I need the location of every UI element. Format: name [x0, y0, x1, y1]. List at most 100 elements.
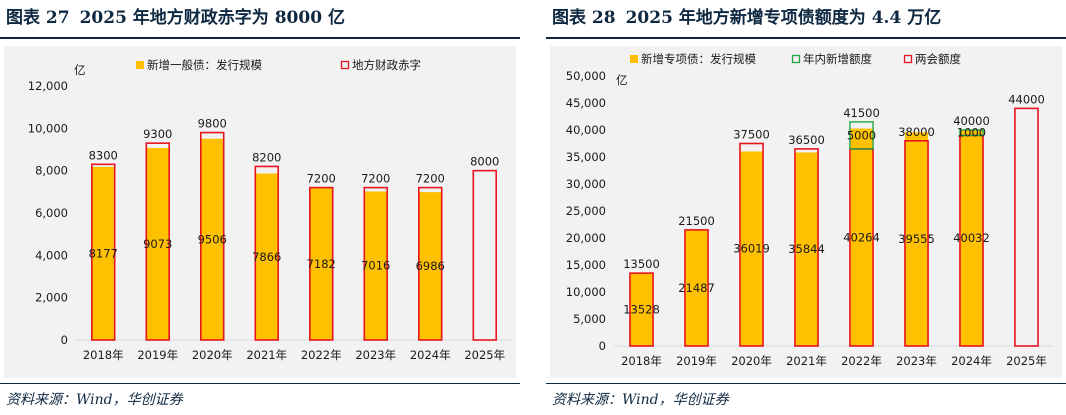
data-label-filled: 9506 — [198, 232, 227, 246]
bar-filled — [91, 166, 115, 340]
bar-outline — [418, 186, 443, 341]
y-tick-label: 15,000 — [566, 258, 606, 272]
bar-filled — [739, 151, 764, 346]
y-tick-label: 45,000 — [566, 96, 606, 110]
y-tick-label: 0 — [61, 333, 68, 347]
bar-outline — [309, 186, 334, 341]
legend-label: 地方财政赤字 — [352, 58, 421, 72]
bar-outline — [145, 142, 170, 341]
figure-label: 图表 27 — [6, 8, 70, 28]
data-label-increment: 1000 — [957, 126, 986, 140]
legend-swatch — [136, 61, 144, 69]
bar-outline — [1014, 107, 1039, 347]
data-label-top: 7200 — [416, 172, 445, 186]
x-tick-label: 2018年 — [621, 354, 662, 368]
x-tick-label: 2020年 — [192, 348, 233, 362]
data-label-top: 21500 — [678, 214, 715, 228]
x-tick-label: 2025年 — [464, 348, 505, 362]
data-label-top: 9300 — [143, 127, 172, 141]
data-label-top: 8300 — [89, 148, 118, 162]
legend-swatch — [630, 55, 638, 63]
legend-label: 新增专项债：发行规模 — [641, 52, 756, 66]
bar-increment — [959, 129, 984, 137]
bar-outline — [629, 272, 654, 347]
x-tick-label: 2023年 — [355, 348, 396, 362]
chart-svg: 0 5,000 10,000 15,000 20,000 25,000 30,000 35,0… — [566, 52, 1054, 368]
data-label-filled: 13528 — [623, 302, 660, 316]
bar-filled — [904, 132, 929, 346]
figure-27-panel: 图表 27 2025 年地方财政赤字为 8000 亿 0 2,000 4,000 6,0… — [0, 0, 520, 415]
data-label-filled: 35844 — [788, 242, 825, 256]
bar-filled — [794, 152, 819, 346]
data-label-filled: 8177 — [89, 246, 118, 260]
source-note: 资料来源：Wind，华创证券 — [552, 392, 729, 408]
legend-swatch — [903, 54, 913, 64]
y-tick-label: 20,000 — [566, 231, 606, 245]
data-label-filled: 39555 — [898, 232, 935, 246]
x-tick-label: 2022年 — [841, 354, 882, 368]
y-tick-label: 8,000 — [35, 164, 68, 178]
data-label-top: 7200 — [307, 172, 336, 186]
bar-filled — [959, 129, 984, 346]
x-tick-label: 2023年 — [896, 354, 937, 368]
figure-title: 图表 27 2025 年地方财政赤字为 8000 亿 — [6, 4, 345, 32]
bar-increment — [849, 121, 874, 150]
y-tick-label: 2,000 — [35, 291, 68, 305]
data-label-top: 44000 — [1008, 92, 1045, 106]
bar-filled — [200, 138, 224, 340]
data-label-filled: 40264 — [843, 230, 880, 244]
y-tick-label: 50,000 — [566, 69, 606, 83]
x-tick-label: 2022年 — [301, 348, 342, 362]
x-tick-label: 2018年 — [83, 348, 124, 362]
data-label-filled: 6986 — [416, 259, 445, 273]
legend-swatch — [791, 54, 801, 64]
bar-filled — [684, 229, 709, 346]
figure-label: 图表 28 — [552, 8, 616, 28]
figure-title-text: 2025 年地方新增专项债额度为 4.4 万亿 — [625, 8, 942, 28]
source-note: 资料来源：Wind，华创证券 — [6, 392, 183, 408]
bar-filled — [364, 191, 388, 340]
x-tick-label: 2024年 — [410, 348, 451, 362]
data-label-top: 40000 — [953, 114, 990, 128]
data-label-filled: 21487 — [678, 281, 715, 295]
legend-swatch — [340, 60, 350, 70]
data-label-top: 38000 — [898, 125, 935, 139]
data-label-filled: 7016 — [361, 259, 390, 273]
x-tick-label: 2019年 — [137, 348, 178, 362]
unit-label: 亿 — [74, 63, 86, 77]
source-rule — [546, 383, 1066, 384]
y-tick-label: 6,000 — [35, 206, 68, 220]
bar-filled — [418, 192, 442, 340]
x-tick-label: 2021年 — [786, 354, 827, 368]
bar-filled — [849, 128, 874, 346]
x-tick-label: 2020年 — [731, 354, 772, 368]
y-tick-label: 12,000 — [28, 79, 68, 93]
y-tick-label: 0 — [599, 339, 606, 353]
bar-outline — [904, 140, 929, 347]
figure-28-panel: 图表 28 2025 年地方新增专项债额度为 4.4 万亿 0 5,000 10,00… — [546, 0, 1066, 415]
bar-outline — [684, 229, 709, 347]
y-tick-label: 10,000 — [28, 121, 68, 135]
x-tick-label: 2024年 — [951, 354, 992, 368]
data-label-top: 37500 — [733, 128, 770, 142]
data-label-filled: 40032 — [953, 231, 990, 245]
data-label-top: 13500 — [623, 257, 660, 271]
bar-outline — [739, 142, 764, 347]
bar-outline — [363, 186, 388, 341]
bar-outline — [472, 169, 497, 341]
legend-label: 两会额度 — [915, 52, 961, 66]
y-tick-label: 10,000 — [566, 285, 606, 299]
y-tick-label: 4,000 — [35, 248, 68, 262]
data-label-top: 8000 — [470, 155, 499, 169]
chart-area: 0 2,000 4,000 6,000 8,000 10,000 12,000 亿 2018年 2… — [4, 46, 516, 378]
title-rule — [546, 37, 1066, 39]
chart-svg: 0 2,000 4,000 6,000 8,000 10,000 12,000 亿 2018年 2… — [28, 58, 512, 362]
bar-filled — [629, 272, 654, 346]
x-tick-label: 2025年 — [1006, 354, 1047, 368]
bar-filled — [255, 173, 279, 340]
figure-title: 图表 28 2025 年地方新增专项债额度为 4.4 万亿 — [552, 4, 941, 32]
source-rule — [0, 383, 520, 384]
data-label-filled: 7866 — [252, 250, 281, 264]
legend-label: 新增一般债：发行规模 — [147, 58, 262, 72]
bar-outline — [200, 131, 225, 341]
